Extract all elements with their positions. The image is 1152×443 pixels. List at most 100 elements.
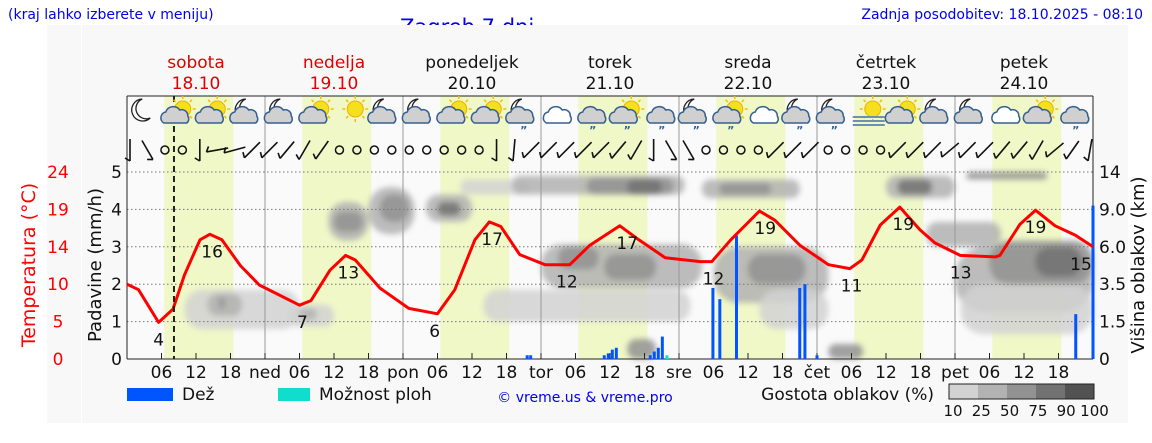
wind-barb-icon <box>765 141 785 159</box>
x-tick-label: 06 <box>151 363 173 383</box>
x-tick-label: 18 <box>772 363 794 383</box>
temperature-label: 15 <box>1070 255 1092 275</box>
wind-barb-icon <box>1083 139 1093 162</box>
sun-cloud-icon <box>160 96 196 124</box>
cloud-shape <box>712 106 742 124</box>
x-tick-label: 06 <box>703 363 725 383</box>
wind-barb-icon <box>242 141 261 159</box>
cloud-density-scale-label: 100 <box>1080 402 1109 420</box>
wind-barb-shaft <box>141 140 154 160</box>
x-tick-label: tor <box>529 363 553 383</box>
wind-barb-shaft <box>995 141 1011 159</box>
wind-barb-shaft <box>767 141 785 159</box>
wind-barb-icon <box>124 139 131 162</box>
temperature-label: 19 <box>1025 218 1047 238</box>
sun-fog-icon <box>852 96 886 126</box>
sun-ray <box>311 99 315 103</box>
sun-ray <box>361 99 365 103</box>
cloud-rain-icon: ” <box>646 106 676 137</box>
wind-barb-shaft <box>682 140 695 160</box>
wind-barb-icon <box>800 141 820 159</box>
wind-barb-flag <box>800 151 804 158</box>
cloud-cover-blob <box>627 339 656 359</box>
x-tick-label: sre <box>666 363 692 383</box>
temperature-label: 19 <box>754 219 776 239</box>
sun-cloud-icon <box>884 96 921 124</box>
day-date: 19.10 <box>310 74 359 94</box>
rain-bar <box>602 355 606 359</box>
precip-tick-label: 1 <box>111 313 122 333</box>
wind-barb-shaft <box>279 141 295 159</box>
showers-legend-swatch <box>278 388 310 401</box>
wind-barb-shaft <box>592 141 610 159</box>
cloud-shape <box>677 106 707 124</box>
wind-barb-icon <box>664 140 678 161</box>
wind-calm-icon <box>718 145 729 155</box>
moon-cloud-rain-icon: ” <box>781 98 811 137</box>
day-date: 24.10 <box>1000 74 1049 94</box>
last-updated: Zadnja posodobitev: 18.10.2025 - 08:10 <box>861 7 1143 23</box>
cloud-cover-blob <box>483 289 691 322</box>
x-tick-label: 06 <box>979 363 1001 383</box>
wind-barb-flag <box>277 152 281 159</box>
wind-barb-icon <box>627 140 643 160</box>
cloud-shape <box>436 106 466 124</box>
wind-barb-flag <box>1044 151 1048 158</box>
showers-bar <box>665 355 669 359</box>
wind-barb-icon <box>957 141 977 159</box>
wind-barb-icon <box>975 141 994 159</box>
temp-tick-label: 19 <box>47 200 69 220</box>
rain-drops: ” <box>796 124 803 137</box>
wind-barb-flag <box>627 154 632 160</box>
temperature-label: 4 <box>153 330 164 350</box>
moon-cloud-rain-icon: ” <box>677 98 707 137</box>
wind-barb-flag <box>922 151 926 158</box>
cloud-rain-icon: ” <box>577 106 607 137</box>
wind-barb-flag <box>147 158 153 161</box>
precip-tick-label: 4 <box>111 200 122 220</box>
wind-barb-shaft <box>1031 140 1044 160</box>
temp-tick-label: 10 <box>47 275 69 295</box>
sun-ray <box>1051 99 1055 103</box>
cloud-density-scale-label: 50 <box>1000 402 1019 420</box>
wind-barb-icon <box>905 141 924 159</box>
cloud-height-axis-label: Višina oblakov (km) <box>1128 176 1149 353</box>
wind-calm-icon <box>160 145 170 155</box>
cloud-density-swatch <box>978 384 1007 399</box>
wind-barb-shaft <box>959 141 977 159</box>
temp-axis-panel <box>47 25 81 423</box>
wind-barb-flag <box>688 158 695 161</box>
precip-tick-label: 5 <box>111 163 122 183</box>
rain-bar <box>648 355 652 359</box>
wind-barb-shaft <box>664 140 678 160</box>
cloud-cover-blob <box>748 254 806 285</box>
wind-barb-icon <box>1063 140 1080 160</box>
wind-barb-icon <box>141 140 154 161</box>
temperature-label: 7 <box>297 313 308 333</box>
wind-barb-flag <box>591 151 595 158</box>
cloud-shape <box>646 106 676 124</box>
cloud-shape <box>160 106 190 124</box>
copyright-link[interactable]: © vreme.us & vreme.pro <box>497 390 672 406</box>
rain-drops: ” <box>831 124 838 137</box>
moon-cloud-icon <box>953 98 983 124</box>
temp-tick-label: 24 <box>47 163 69 183</box>
sun-ray <box>483 99 487 103</box>
wind-barb-shaft <box>575 141 593 159</box>
cloud-density-scale-label: 90 <box>1057 402 1076 420</box>
cloud-density-swatch <box>1036 384 1065 399</box>
wind-calm-icon <box>736 145 746 155</box>
cloud-density-swatch <box>949 384 978 399</box>
cloud-density-swatch <box>1065 384 1094 399</box>
x-tick-label: 12 <box>599 363 621 383</box>
wind-barb-flag <box>1028 154 1033 160</box>
wind-calm-icon <box>421 145 432 155</box>
wind-barb-flag <box>1063 153 1067 160</box>
temperature-label: 16 <box>201 242 223 262</box>
sun-ray <box>913 99 917 103</box>
moon-cloud-rain-icon: ” <box>505 98 535 137</box>
wind-calm-icon <box>474 145 484 155</box>
x-tick-label: 06 <box>289 363 311 383</box>
wind-barb-icon <box>521 141 540 159</box>
cloud-shape <box>608 106 638 124</box>
